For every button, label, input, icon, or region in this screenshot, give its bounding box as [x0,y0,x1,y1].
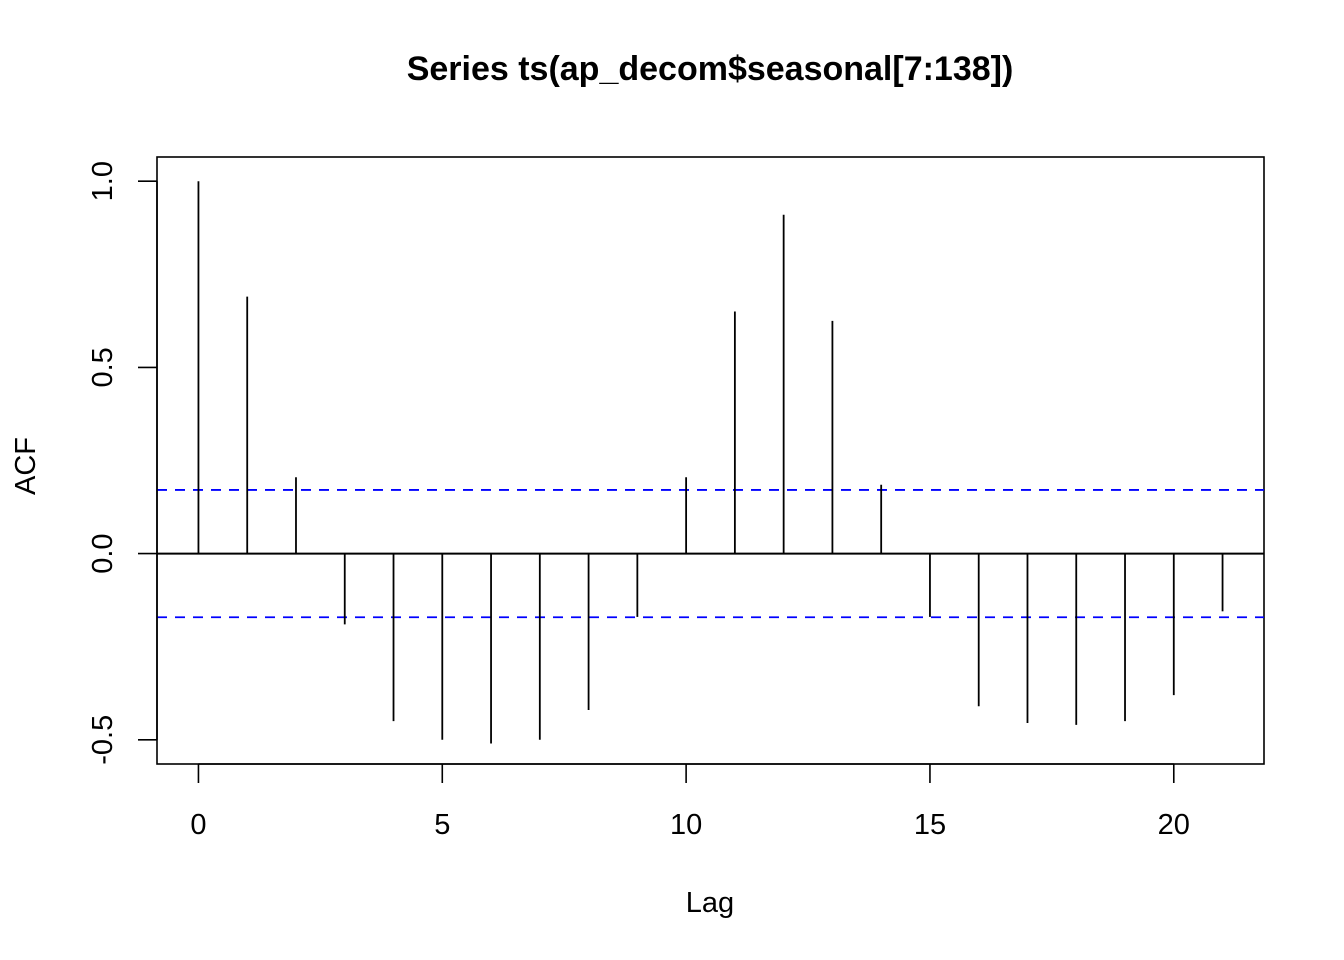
y-axis: -0.5 0.0 0.5 1.0 [87,161,158,765]
y-tick-label: 0.0 [87,533,119,573]
x-tick-label: 0 [190,809,206,841]
acf-bars [197,181,1224,744]
x-tick-label: 10 [670,809,702,841]
x-tick-label: 20 [1158,809,1190,841]
y-tick-label: -0.5 [87,715,119,765]
x-tick-label: 5 [434,809,450,841]
x-tick-label: 15 [914,809,946,841]
y-axis-label: ACF [10,437,42,495]
y-tick-label: 0.5 [87,347,119,387]
y-tick-label: 1.0 [87,161,119,201]
confidence-bounds [157,489,1264,619]
x-axis-label: Lag [686,887,734,919]
chart-title: Series ts(ap_decom$seasonal[7:138]) [407,50,1014,88]
x-axis: 0 5 10 15 20 [190,763,1190,841]
plot-frame [156,156,1265,765]
